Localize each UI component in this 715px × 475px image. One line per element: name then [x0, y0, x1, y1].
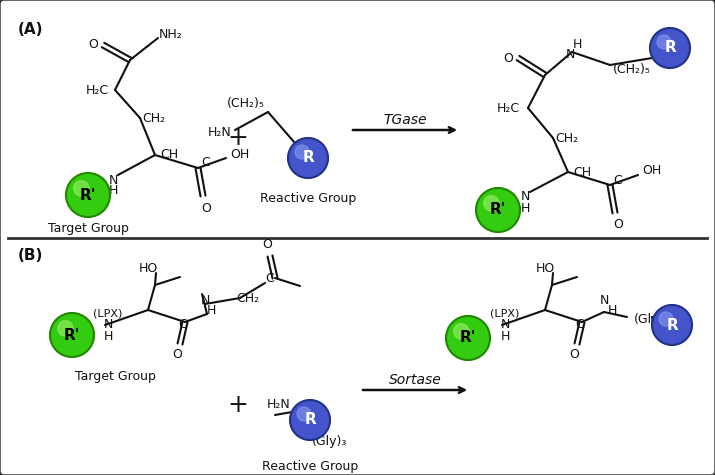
Text: C: C	[576, 319, 584, 332]
Text: +: +	[227, 393, 248, 417]
Circle shape	[484, 196, 499, 211]
Text: CH: CH	[573, 165, 591, 179]
Text: H₂N: H₂N	[208, 125, 232, 139]
Text: C: C	[179, 319, 187, 332]
Circle shape	[652, 305, 692, 345]
Text: H₂C: H₂C	[496, 102, 520, 114]
Text: CH₂: CH₂	[237, 292, 260, 304]
Text: Reactive Group: Reactive Group	[262, 460, 358, 473]
Text: +: +	[227, 126, 248, 150]
Circle shape	[290, 400, 330, 440]
Text: O: O	[201, 201, 211, 215]
Text: (LPX): (LPX)	[490, 308, 520, 318]
Text: (B): (B)	[18, 248, 44, 263]
Text: O: O	[503, 51, 513, 65]
Text: H₂C: H₂C	[85, 84, 109, 96]
Text: R': R'	[460, 331, 476, 345]
Text: C: C	[202, 156, 210, 170]
Text: HO: HO	[139, 262, 157, 275]
Circle shape	[454, 323, 469, 339]
Circle shape	[74, 180, 89, 196]
Text: N: N	[566, 48, 575, 61]
Text: H: H	[103, 331, 113, 343]
Text: H₂N: H₂N	[266, 399, 290, 411]
Text: OH: OH	[642, 164, 661, 178]
Text: N: N	[108, 173, 118, 187]
Text: R: R	[304, 412, 316, 428]
Text: O: O	[613, 218, 623, 231]
Circle shape	[288, 138, 328, 178]
Text: H: H	[207, 304, 216, 316]
Text: R': R'	[64, 327, 80, 342]
Text: O: O	[172, 349, 182, 361]
Text: (Gly)₃: (Gly)₃	[634, 314, 670, 326]
Circle shape	[650, 28, 690, 68]
Text: H: H	[500, 331, 510, 343]
Text: N: N	[103, 319, 113, 332]
Text: R: R	[664, 40, 676, 56]
Text: (Gly)₃: (Gly)₃	[312, 436, 347, 448]
Text: (LPX): (LPX)	[94, 308, 123, 318]
Text: OH: OH	[230, 148, 250, 161]
Circle shape	[659, 312, 673, 326]
Text: H: H	[572, 38, 582, 50]
Text: O: O	[569, 349, 579, 361]
Circle shape	[295, 145, 309, 159]
Text: R': R'	[80, 188, 97, 202]
Text: N: N	[500, 319, 510, 332]
Text: CH₂: CH₂	[556, 132, 578, 144]
Text: Target Group: Target Group	[48, 222, 129, 235]
Text: (CH₂)₅: (CH₂)₅	[613, 64, 651, 76]
Text: C: C	[613, 173, 622, 187]
Text: H: H	[108, 184, 118, 198]
Text: O: O	[262, 238, 272, 251]
Text: (A): (A)	[18, 22, 44, 37]
Text: N: N	[599, 294, 608, 306]
Text: O: O	[88, 38, 98, 51]
Circle shape	[657, 35, 671, 49]
Text: R: R	[666, 317, 678, 332]
Text: R': R'	[490, 202, 506, 218]
Circle shape	[297, 407, 311, 421]
Text: R: R	[302, 151, 314, 165]
Text: Reactive Group: Reactive Group	[260, 192, 356, 205]
Text: N: N	[200, 294, 209, 306]
Text: (CH₂)₅: (CH₂)₅	[227, 97, 265, 111]
Text: CH₂: CH₂	[142, 112, 166, 124]
Text: N: N	[521, 190, 530, 203]
Circle shape	[58, 321, 73, 336]
Text: Sortase: Sortase	[389, 373, 441, 387]
Text: TGase: TGase	[383, 113, 427, 127]
Text: C: C	[266, 272, 275, 285]
Circle shape	[476, 188, 520, 232]
Text: H: H	[521, 201, 530, 215]
Circle shape	[50, 313, 94, 357]
Text: H: H	[607, 304, 616, 316]
Circle shape	[66, 173, 110, 217]
Text: HO: HO	[536, 262, 555, 275]
Text: NH₂: NH₂	[159, 28, 183, 41]
Text: Target Group: Target Group	[74, 370, 155, 383]
Text: CH: CH	[160, 149, 178, 162]
Circle shape	[446, 316, 490, 360]
